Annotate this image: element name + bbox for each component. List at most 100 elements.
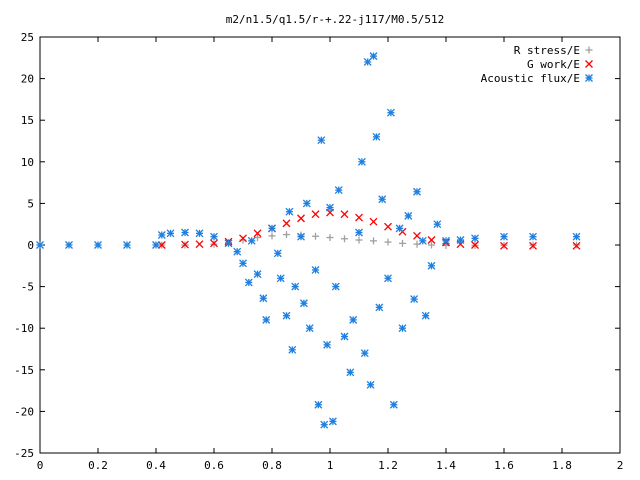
data-point <box>395 224 404 233</box>
series-layer <box>36 52 581 429</box>
data-point <box>410 295 419 304</box>
data-point <box>320 420 329 429</box>
data-point <box>181 228 189 237</box>
data-point <box>357 157 366 166</box>
x-tick-label: 0 <box>37 459 44 472</box>
data-point <box>355 228 363 237</box>
data-point <box>36 241 44 249</box>
data-point <box>341 235 348 243</box>
data-point <box>370 237 377 245</box>
data-point <box>375 303 384 312</box>
data-point <box>195 240 204 249</box>
series-0 <box>158 231 580 249</box>
data-point <box>253 229 262 238</box>
y-tick-label: 10 <box>21 156 34 169</box>
data-point <box>326 203 334 212</box>
data-point <box>346 368 355 377</box>
chart-title: m2/n1.5/q1.5/r-+.22-j117/M0.5/512 <box>226 13 445 26</box>
data-point <box>386 108 395 117</box>
data-point <box>283 231 290 239</box>
data-point <box>399 239 406 247</box>
data-point <box>181 240 189 249</box>
data-point <box>282 311 291 320</box>
data-point <box>378 195 387 204</box>
data-point <box>572 232 581 241</box>
data-point <box>471 234 479 243</box>
data-point <box>239 234 247 243</box>
data-point <box>428 241 435 249</box>
data-point <box>471 241 479 249</box>
data-point <box>297 232 305 241</box>
data-point <box>334 186 343 195</box>
data-point <box>572 241 581 250</box>
data-point <box>157 231 166 239</box>
x-tick-label: 2 <box>617 459 624 472</box>
data-point <box>317 136 326 145</box>
data-point <box>355 213 363 222</box>
data-point <box>456 236 465 244</box>
y-tick-label: 25 <box>21 31 34 44</box>
data-point <box>224 239 233 248</box>
data-point <box>65 241 73 249</box>
data-point <box>389 400 398 409</box>
data-point <box>268 224 276 233</box>
data-point <box>326 234 334 242</box>
data-point <box>328 417 337 426</box>
y-tick-label: -25 <box>14 447 34 460</box>
data-point <box>195 229 204 238</box>
data-point <box>210 232 218 241</box>
x-tick-label: 0.8 <box>262 459 282 472</box>
data-point <box>331 282 340 291</box>
y-tick-label: -20 <box>14 405 34 418</box>
data-point <box>398 324 407 333</box>
legend-label: G work/E <box>527 58 580 71</box>
data-point <box>369 52 378 61</box>
x-tick-label: 1.8 <box>552 459 572 472</box>
x-tick-label: 1.4 <box>436 459 456 472</box>
legend-label: Acoustic flux/E <box>481 72 580 85</box>
x-tick-label: 1.2 <box>378 459 398 472</box>
x-tick-label: 0.6 <box>204 459 224 472</box>
data-point <box>291 282 300 291</box>
data-point <box>433 220 442 229</box>
series-2 <box>36 52 581 429</box>
y-tick-label: 5 <box>27 197 34 210</box>
y-tick-label: -15 <box>14 364 34 377</box>
data-point <box>500 241 508 250</box>
data-point <box>253 270 262 279</box>
data-point <box>297 214 305 223</box>
y-tick-label: 0 <box>27 239 34 252</box>
data-point <box>311 266 320 274</box>
data-point <box>312 232 319 240</box>
data-point <box>166 229 175 238</box>
data-point <box>285 207 294 216</box>
data-point <box>314 400 323 409</box>
data-point <box>302 199 311 208</box>
legend-marker <box>585 74 593 82</box>
data-point <box>384 222 392 231</box>
data-point <box>239 259 247 268</box>
data-point <box>94 241 102 249</box>
data-point <box>288 345 297 354</box>
data-point <box>273 249 282 258</box>
data-point <box>384 238 392 246</box>
y-tick-label: -5 <box>21 281 34 294</box>
data-point <box>276 274 285 283</box>
x-tick-label: 0.4 <box>146 459 166 472</box>
data-point <box>349 315 358 324</box>
data-point <box>259 294 268 303</box>
x-tick-label: 0.2 <box>88 459 108 472</box>
y-tick-label: 15 <box>21 114 34 127</box>
data-point <box>323 340 332 349</box>
data-point <box>123 241 131 249</box>
data-point <box>311 210 320 219</box>
data-point <box>384 274 392 283</box>
data-point <box>152 241 160 249</box>
data-point <box>282 219 291 228</box>
data-point <box>404 211 413 220</box>
data-point <box>427 236 436 244</box>
data-point <box>366 380 375 389</box>
data-point <box>157 241 166 249</box>
legend-label: R stress/E <box>514 44 580 57</box>
